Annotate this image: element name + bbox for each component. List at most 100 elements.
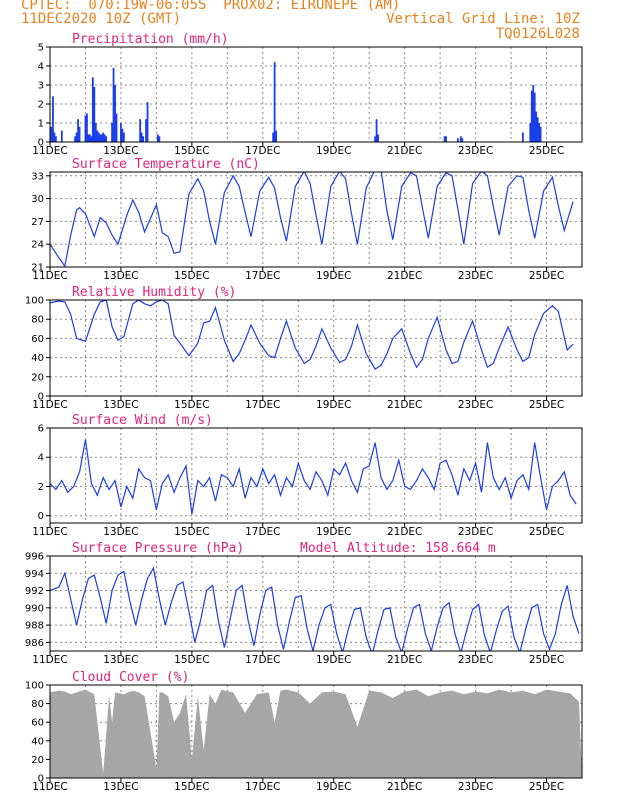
- model-altitude-annotation: Model Altitude: 158.664 m: [300, 541, 496, 556]
- y-tick-label: 20: [31, 755, 44, 766]
- y-tick-label: 2: [38, 482, 44, 493]
- x-tick-label: 17DEC: [245, 526, 280, 538]
- panel-frame: [49, 46, 583, 143]
- x-tick-label: 15DEC: [174, 654, 209, 666]
- precip-bar: [111, 123, 113, 142]
- y-tick-label: 40: [31, 353, 44, 364]
- y-tick-label: 20: [31, 372, 44, 383]
- y-tick-label: 30: [31, 194, 44, 205]
- y-tick-label: 988: [25, 621, 44, 632]
- precip-bar: [53, 132, 56, 142]
- y-tick-label: 5: [38, 43, 44, 54]
- panel-title: Precipitation (mm/h): [72, 32, 229, 47]
- y-tick-label: 4: [38, 62, 44, 73]
- precip-bar: [377, 134, 379, 142]
- y-tick-label: 0: [38, 138, 44, 149]
- x-tick-label: 23DEC: [458, 399, 493, 411]
- x-tick-label: 25DEC: [529, 145, 564, 157]
- precip-bar: [445, 136, 447, 142]
- precip-bar: [273, 62, 276, 143]
- precip-bar: [112, 67, 115, 142]
- y-tick-label: 24: [31, 240, 44, 251]
- cloud-cover-area: [50, 689, 582, 778]
- x-tick-label: 21DEC: [387, 270, 422, 282]
- y-tick-label: 100: [25, 681, 44, 692]
- panel-frame: [49, 427, 583, 524]
- x-tick-label: 19DEC: [316, 145, 351, 157]
- x-tick-label: 19DEC: [316, 526, 351, 538]
- panel-frame: [49, 299, 583, 397]
- precip-bar: [533, 92, 536, 142]
- precip-bar: [86, 113, 88, 142]
- y-tick-label: 1: [38, 119, 44, 130]
- precip-bar: [374, 136, 377, 142]
- y-tick-label: 994: [25, 569, 44, 580]
- x-tick-label: 23DEC: [458, 654, 493, 666]
- x-tick-label: 25DEC: [529, 654, 564, 666]
- precip-bar: [114, 85, 116, 142]
- precip-bar: [89, 134, 91, 142]
- x-tick-label: 19DEC: [316, 781, 351, 793]
- precip-bar: [115, 113, 118, 142]
- precip-bar: [535, 111, 538, 142]
- precip-bar: [120, 123, 122, 142]
- y-tick-label: 0: [38, 392, 44, 403]
- x-tick-label: 15DEC: [174, 145, 209, 157]
- precip-bar: [50, 126, 53, 142]
- precip-bar: [146, 102, 149, 142]
- precip-bar: [93, 86, 96, 142]
- precip-bar: [99, 134, 102, 142]
- x-tick-label: 23DEC: [458, 526, 493, 538]
- x-tick-label: 13DEC: [103, 270, 138, 282]
- precip-bar: [156, 134, 159, 142]
- precip-bar: [443, 136, 446, 142]
- x-tick-label: 17DEC: [245, 781, 280, 793]
- panel-frame: [49, 684, 583, 779]
- panel-title: Surface Wind (m/s): [72, 413, 213, 428]
- precip-bar: [456, 138, 459, 142]
- precip-bar: [158, 136, 161, 142]
- panel-title: Surface Temperature (nC): [72, 157, 260, 172]
- precip-bar: [87, 134, 90, 142]
- precip-bar: [96, 130, 99, 142]
- precip-bar: [91, 77, 94, 142]
- x-tick-label: 23DEC: [458, 145, 493, 157]
- x-tick-label: 11DEC: [32, 399, 67, 411]
- header-line-2-left: 11DEC2020 10Z (GMT): [21, 11, 182, 27]
- y-tick-label: 27: [31, 217, 44, 228]
- x-tick-label: 25DEC: [529, 781, 564, 793]
- x-tick-label: 13DEC: [103, 145, 138, 157]
- y-tick-label: 4: [38, 453, 44, 464]
- y-tick-label: 3: [38, 81, 44, 92]
- y-tick-label: 990: [25, 603, 44, 614]
- x-tick-label: 15DEC: [174, 781, 209, 793]
- x-tick-label: 19DEC: [316, 654, 351, 666]
- header-line-1: CPTEC: 070:19W-06:05S PROX02: EIRUNEPE (…: [21, 0, 401, 13]
- x-tick-label: 11DEC: [32, 145, 67, 157]
- y-tick-label: 80: [31, 315, 44, 326]
- x-tick-label: 15DEC: [174, 526, 209, 538]
- x-tick-label: 11DEC: [32, 526, 67, 538]
- precip-bar: [84, 115, 87, 142]
- y-tick-label: 0: [38, 774, 44, 785]
- precip-bar: [529, 123, 532, 142]
- precip-bar: [97, 132, 100, 142]
- y-tick-label: 2: [38, 100, 44, 111]
- series-line-2: [50, 300, 574, 370]
- x-tick-label: 13DEC: [103, 526, 138, 538]
- x-tick-label: 13DEC: [103, 399, 138, 411]
- precip-bar: [105, 136, 108, 142]
- precip-bar: [539, 126, 542, 142]
- panel-title: Relative Humidity (%): [72, 285, 236, 300]
- x-tick-label: 17DEC: [245, 270, 280, 282]
- precip-bar: [459, 136, 462, 142]
- precip-bar: [74, 136, 77, 142]
- series-line-1: [50, 172, 574, 267]
- y-tick-label: 986: [25, 638, 44, 649]
- panel-title: Cloud Cover (%): [72, 670, 189, 685]
- precip-bar: [139, 119, 142, 142]
- y-tick-label: 60: [31, 718, 44, 729]
- x-tick-label: 13DEC: [103, 654, 138, 666]
- precip-bar: [538, 123, 541, 142]
